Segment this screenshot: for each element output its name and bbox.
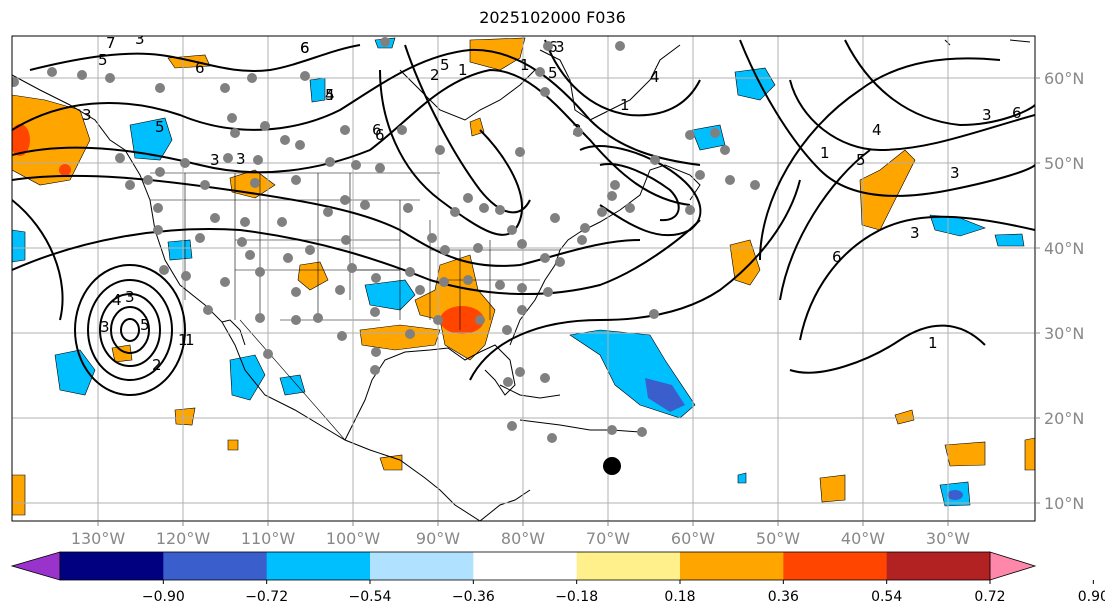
contour-label: 3 [210, 151, 220, 169]
contour-label: 3 [910, 224, 920, 242]
lat-label: 60°N [1044, 69, 1084, 88]
lon-label: 60°W [671, 529, 715, 548]
colorbar-tick-label: −0.54 [349, 589, 392, 605]
contour-label: 1 [620, 96, 630, 114]
colorbar-under-arrow [10, 551, 61, 581]
contour-label: 5 [856, 151, 866, 169]
station-dots [12, 37, 760, 443]
colorbar-cell [680, 552, 784, 580]
contour-label: 2 [152, 356, 162, 374]
lat-ticks [1035, 77, 1040, 504]
map-content: 5 3 6 5 3 3 6 7 5 1 2 3 1 4 1 5 3 6 3 5 … [12, 30, 1035, 521]
colorbar-tick-label: −0.18 [555, 589, 598, 605]
lon-label: 110°W [241, 529, 296, 548]
contour-label: 5 [140, 316, 150, 334]
contour-lines [12, 39, 1035, 396]
contour-label: 1 [820, 144, 830, 162]
storm-center-marker [603, 457, 621, 475]
lat-label: 40°N [1044, 239, 1084, 258]
colorbar: −0.90 −0.72 −0.54 −0.36 −0.18 0.18 0.36 0.54 0.7… [10, 551, 1105, 605]
colorbar-tick-label: 0.90 [1078, 589, 1105, 605]
colorbar-tick-label: 0.36 [768, 589, 799, 605]
contour-label: 3 [236, 150, 246, 168]
contour-label: 1 [458, 61, 468, 79]
contour-label: 6 [375, 126, 385, 144]
lon-label: 130°W [71, 529, 126, 548]
contour-label: 1 [928, 334, 938, 352]
colorbar-cell [266, 552, 371, 580]
positive-anomaly-shading [12, 37, 1035, 516]
colorbar-cell [886, 552, 991, 580]
contour-label: 5 [155, 118, 165, 136]
contour-label: 6 [300, 39, 310, 57]
lat-label: 30°N [1044, 324, 1084, 343]
lat-label: 10°N [1044, 494, 1084, 513]
colorbar-tick-label: 0.72 [974, 589, 1005, 605]
longitude-labels: 130°W 120°W 110°W 100°W 90°W 80°W 70°W 6… [71, 529, 970, 548]
contour-label: 3 [135, 30, 145, 48]
contour-label: 6 [195, 59, 205, 77]
colorbar-over-arrow [989, 551, 1037, 581]
lon-label: 120°W [156, 529, 211, 548]
contour-label: 4 [872, 121, 882, 139]
contour-label: 1 [185, 331, 195, 349]
contour-label: 2 [430, 66, 440, 84]
colorbar-cell [783, 552, 888, 580]
lon-label: 30°W [926, 529, 970, 548]
colorbar-tick-label: −0.90 [142, 589, 185, 605]
contour-label: 7 [106, 34, 116, 52]
colorbar-cell [473, 552, 578, 580]
lon-label: 70°W [586, 529, 630, 548]
colorbar-cell [576, 552, 681, 580]
contour-label: 1 [178, 331, 188, 349]
lon-label: 100°W [326, 529, 381, 548]
colorbar-cell [370, 552, 474, 580]
contour-label: 6 [300, 39, 310, 57]
contour-label: 5 [98, 51, 108, 69]
contour-label: 3 [125, 288, 135, 306]
lon-label: 50°W [756, 529, 800, 548]
contour-label: 3 [950, 164, 960, 182]
contour-label: 6 [832, 248, 842, 266]
lon-label: 80°W [501, 529, 545, 548]
contour-label: 4 [325, 86, 335, 104]
lon-label: 90°W [416, 529, 460, 548]
colorbar-tick-label: 0.54 [871, 589, 902, 605]
colorbar-tick-label: −0.72 [245, 589, 288, 605]
colorbar-cell [163, 552, 268, 580]
colorbar-cell [60, 552, 164, 580]
contour-label: 6 [1012, 104, 1022, 122]
lon-label: 40°W [841, 529, 885, 548]
lon-ticks [97, 521, 949, 526]
colorbar-frame [59, 551, 991, 581]
colorbar-tick-label: 0.18 [664, 589, 695, 605]
negative-anomaly-shading [12, 37, 1025, 507]
contour-label: 4 [650, 68, 660, 86]
lat-label: 20°N [1044, 409, 1084, 428]
colorbar-tick-label: −0.36 [452, 589, 495, 605]
contour-label: 3 [982, 106, 992, 124]
contour-label: 6 [372, 121, 382, 139]
contour-label: 5 [440, 56, 450, 74]
contour-label: 5 [548, 64, 558, 82]
map-title: 2025102000 F036 [479, 8, 626, 27]
contour-label: 3 [555, 38, 565, 56]
contour-label: 3 [100, 318, 110, 336]
contour-label: 5 [325, 86, 335, 104]
lat-label: 50°N [1044, 154, 1084, 173]
contour-label: 3 [82, 106, 92, 124]
contour-label: 1 [520, 56, 530, 74]
contour-label: 4 [112, 291, 122, 309]
latitude-labels: 60°N 50°N 40°N 30°N 20°N 10°N [1044, 69, 1084, 513]
